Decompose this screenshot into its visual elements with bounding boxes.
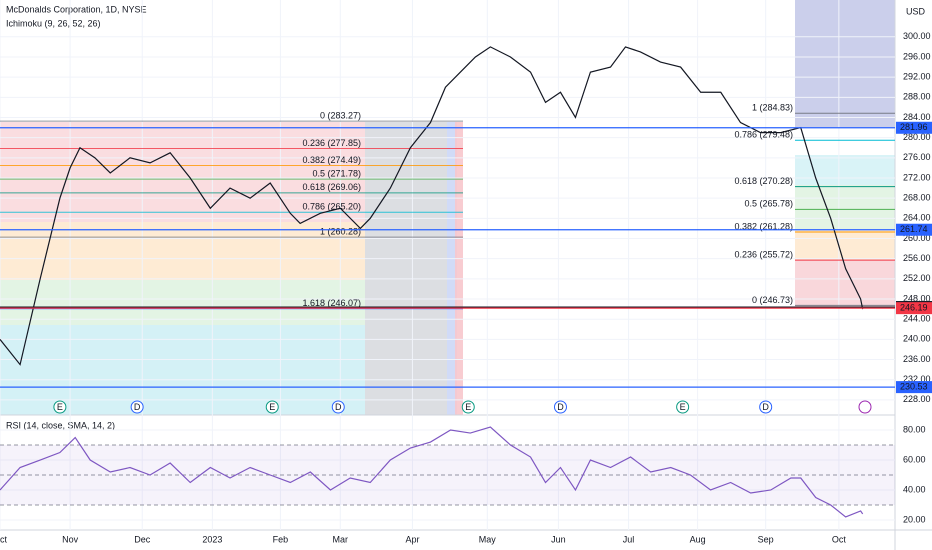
y-tick-label: 292.00 bbox=[903, 72, 931, 82]
event-label: E bbox=[465, 402, 471, 412]
x-tick-label: Aug bbox=[690, 534, 706, 544]
x-tick-label: Oct bbox=[832, 534, 847, 544]
price-badge bbox=[896, 381, 932, 394]
event-marker bbox=[676, 400, 690, 414]
event-marker bbox=[759, 400, 773, 414]
rsi-zone bbox=[0, 445, 895, 505]
x-tick-label: Feb bbox=[273, 534, 289, 544]
x-tick-label: Mar bbox=[333, 534, 349, 544]
event-marker bbox=[53, 400, 67, 414]
x-tick-label: 2023 bbox=[202, 534, 222, 544]
price-badge bbox=[896, 223, 932, 236]
event-marker bbox=[130, 400, 144, 414]
x-tick-label: Dec bbox=[134, 534, 151, 544]
fib-label: 0.382 (274.49) bbox=[302, 155, 361, 165]
x-tick-label: Nov bbox=[62, 534, 79, 544]
fib-label: 0.382 (261.28) bbox=[734, 221, 793, 231]
y-tick-label: 260.00 bbox=[903, 233, 931, 243]
fib-label: 1 (284.83) bbox=[752, 103, 793, 113]
event-label: D bbox=[335, 402, 342, 412]
price-badge bbox=[896, 302, 932, 315]
indicator-label: Ichimoku (9, 26, 52, 26) bbox=[6, 18, 101, 28]
y-tick-label: 256.00 bbox=[903, 253, 931, 263]
event-label: E bbox=[57, 402, 63, 412]
x-tick-label: May bbox=[479, 534, 497, 544]
y-tick-label: 264.00 bbox=[903, 213, 931, 223]
y-tick-label: 232.00 bbox=[903, 374, 931, 384]
y-tick-label: 252.00 bbox=[903, 273, 931, 283]
x-tick-label: Oct bbox=[0, 534, 7, 544]
fib-label: 0.786 (279.48) bbox=[734, 130, 793, 140]
y-tick-label: 236.00 bbox=[903, 354, 931, 364]
y-tick-label: 80.00 bbox=[903, 424, 926, 434]
x-tick-label: Apr bbox=[405, 534, 419, 544]
y-tick-label: 272.00 bbox=[903, 172, 931, 182]
y-tick-label: 284.00 bbox=[903, 112, 931, 122]
event-marker bbox=[553, 400, 567, 414]
event-label: D bbox=[134, 402, 141, 412]
currency: USD bbox=[906, 6, 926, 16]
fib-label: 1.618 (246.07) bbox=[302, 298, 361, 308]
price-line bbox=[0, 426, 864, 518]
y-tick-label: 240.00 bbox=[903, 334, 931, 344]
price-badge-label: 261.74 bbox=[900, 224, 928, 234]
x-tick-label: Jul bbox=[623, 534, 635, 544]
fib-label: 0.5 (265.78) bbox=[744, 199, 793, 209]
y-tick-label: 296.00 bbox=[903, 51, 931, 61]
fib-label: 0.786 (265.20) bbox=[302, 202, 361, 212]
event-marker bbox=[331, 400, 345, 414]
price-line bbox=[0, 46, 864, 366]
y-tick-label: 228.00 bbox=[903, 394, 931, 404]
background-zones bbox=[0, 0, 895, 415]
price-badge bbox=[896, 121, 932, 134]
chart-title: McDonalds Corporation, 1D, NYSE bbox=[6, 4, 147, 14]
event-label: D bbox=[762, 402, 769, 412]
fib-label: 0 (283.27) bbox=[320, 111, 361, 121]
fib-label: 0.236 (277.85) bbox=[302, 138, 361, 148]
x-tick-label: Jun bbox=[551, 534, 566, 544]
event-marker bbox=[461, 400, 475, 414]
fib-label: 0.236 (255.72) bbox=[734, 249, 793, 259]
event-label: E bbox=[680, 402, 686, 412]
y-tick-label: 40.00 bbox=[903, 484, 926, 494]
fib-label: 0.618 (269.06) bbox=[302, 182, 361, 192]
y-tick-label: 280.00 bbox=[903, 132, 931, 142]
y-tick-label: 276.00 bbox=[903, 152, 931, 162]
x-tick-label: Sep bbox=[758, 534, 774, 544]
fib-label: 0.618 (270.28) bbox=[734, 176, 793, 186]
price-badge-label: 230.53 bbox=[900, 381, 928, 391]
y-tick-label: 244.00 bbox=[903, 314, 931, 324]
price-badge-label: 246.19 bbox=[900, 303, 928, 313]
y-tick-label: 20.00 bbox=[903, 514, 926, 524]
y-tick-label: 268.00 bbox=[903, 193, 931, 203]
y-tick-label: 248.00 bbox=[903, 293, 931, 303]
y-tick-label: 300.00 bbox=[903, 31, 931, 41]
fib-label: 0 (246.73) bbox=[752, 295, 793, 305]
event-marker bbox=[265, 400, 279, 414]
fib-label: 1 (260.28) bbox=[320, 226, 361, 236]
fib-label: 0.5 (271.78) bbox=[312, 168, 361, 178]
split-event[interactable] bbox=[858, 400, 872, 414]
y-tick-label: 60.00 bbox=[903, 454, 926, 464]
price-badge-label: 281.96 bbox=[900, 122, 928, 132]
y-tick-label: 288.00 bbox=[903, 92, 931, 102]
event-label: E bbox=[269, 402, 275, 412]
event-label: D bbox=[557, 402, 564, 412]
rsi-title: RSI (14, close, SMA, 14, 2) bbox=[6, 420, 115, 430]
